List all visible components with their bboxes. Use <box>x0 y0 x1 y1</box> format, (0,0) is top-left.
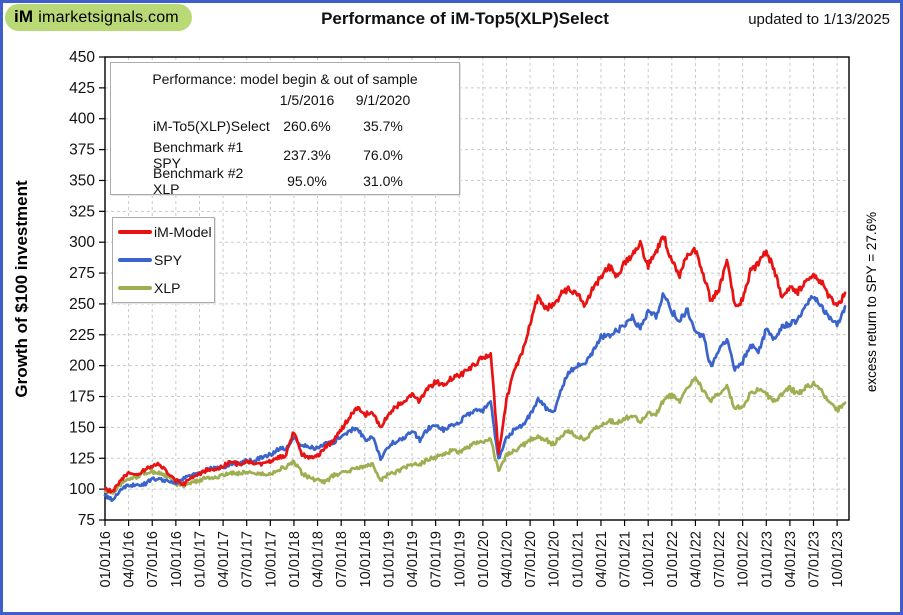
y-tick-label: 75 <box>78 512 95 529</box>
x-tick-label: 04/01/18 <box>311 531 327 587</box>
legend-item-xlp: XLP <box>113 274 214 302</box>
imarketsignals-logo: iM imarketsignals.com <box>5 4 192 31</box>
x-tick-label: 01/01/18 <box>287 531 303 587</box>
y-tick-label: 125 <box>69 450 95 467</box>
x-tick-label: 01/01/21 <box>570 531 586 587</box>
x-tick-label: 07/01/19 <box>429 531 445 587</box>
logo-domain-text: imarketsignals.com <box>38 9 179 26</box>
x-tick-label: 04/01/20 <box>499 531 515 587</box>
x-tick-label: 04/01/19 <box>405 531 421 587</box>
y-axis-title: Growth of $100 investment <box>12 180 31 398</box>
x-tick-label: 07/01/21 <box>618 531 634 587</box>
series-line-iM-Model <box>103 235 847 494</box>
table-row: iM-To5(XLP)Select 260.6% 35.7% <box>111 113 459 139</box>
column-date-begin: 1/5/2016 <box>279 92 335 108</box>
x-tick-label: 07/01/22 <box>712 531 728 587</box>
x-tick-label: 10/01/22 <box>736 531 752 587</box>
legend-label: SPY <box>154 252 183 268</box>
row-model-name: iM-To5(XLP)Select <box>153 118 270 134</box>
y-tick-label: 300 <box>69 234 95 251</box>
x-tick-label: 10/01/19 <box>452 531 468 587</box>
row-spy-begin: 237.3% <box>283 147 331 163</box>
x-tick-label: 07/01/18 <box>334 531 350 587</box>
row-xlp-oos: 31.0% <box>363 173 403 189</box>
legend-label: iM-Model <box>154 224 212 240</box>
x-tick-label: 01/01/16 <box>98 531 114 587</box>
x-tick-label: 04/01/23 <box>783 531 799 587</box>
legend-item-spy: SPY <box>113 246 214 274</box>
row-spy-name: Benchmark #1 SPY <box>153 139 244 171</box>
x-tick-label: 04/01/22 <box>688 531 704 587</box>
excess-return-label: excess return to SPY = 27.6% <box>864 212 879 392</box>
x-tick-label: 01/01/20 <box>476 531 492 587</box>
y-tick-label: 350 <box>69 172 95 189</box>
y-tick-label: 225 <box>69 327 95 344</box>
plot-border <box>104 56 850 521</box>
x-tick-label: 04/01/17 <box>216 531 232 587</box>
y-tick-label: 400 <box>69 111 95 128</box>
x-tick-label: 10/01/20 <box>547 531 563 587</box>
legend-label: XLP <box>154 280 181 296</box>
series-line-XLP <box>103 376 847 495</box>
im-model-line-swatch <box>118 230 152 234</box>
row-model-begin: 260.6% <box>283 118 331 134</box>
y-tick-label: 450 <box>69 49 95 66</box>
row-spy-oos: 76.0% <box>363 147 403 163</box>
x-tick-label: 10/01/21 <box>641 531 657 587</box>
xlp-line-swatch <box>118 286 152 290</box>
y-tick-label: 275 <box>69 265 95 282</box>
x-tick-label: 10/01/16 <box>169 531 185 587</box>
y-tick-label: 100 <box>69 481 95 498</box>
column-date-oos: 9/1/2020 <box>355 92 411 108</box>
table-row: Benchmark #2 XLP 95.0% 31.0% <box>111 165 459 197</box>
chart-legend: iM-Model SPY XLP <box>112 217 215 303</box>
x-tick-label: 07/01/23 <box>807 531 823 587</box>
table-header-row: 1/5/2016 9/1/2020 <box>111 87 459 113</box>
table-row: Benchmark #1 SPY 237.3% 76.0% <box>111 139 459 171</box>
x-tick-label: 10/01/17 <box>263 531 279 587</box>
legend-item-im-model: iM-Model <box>113 218 214 246</box>
y-tick-label: 425 <box>69 80 95 97</box>
y-tick-label: 250 <box>69 296 95 313</box>
x-tick-label: 07/01/16 <box>145 531 161 587</box>
chart-title: Performance of iM-Top5(XLP)Select <box>321 9 609 28</box>
performance-table: Performance: model begin & out of sample… <box>110 62 460 197</box>
x-tick-label: 10/01/23 <box>830 531 846 587</box>
x-tick-label: 10/01/18 <box>358 531 374 587</box>
x-tick-label: 01/01/17 <box>192 531 208 587</box>
row-model-oos: 35.7% <box>363 118 403 134</box>
row-xlp-name: Benchmark #2 XLP <box>153 165 244 197</box>
plot-area: 75 100 125 150 175 200 225 250 275 300 325 350 375 40… <box>69 49 850 587</box>
x-tick-label: 04/01/16 <box>122 531 138 587</box>
x-tick-label: 07/01/20 <box>523 531 539 587</box>
updated-date-label: updated to 1/13/2025 <box>748 11 890 28</box>
y-tick-label: 200 <box>69 358 95 375</box>
spy-line-swatch <box>118 258 152 262</box>
performance-table-title: Performance: model begin & out of sample <box>152 71 418 87</box>
x-tick-label: 01/01/23 <box>759 531 775 587</box>
x-tick-label: 01/01/19 <box>381 531 397 587</box>
x-tick-label: 01/01/22 <box>665 531 681 587</box>
y-tick-label: 175 <box>69 389 95 406</box>
y-tick-label: 150 <box>69 419 95 436</box>
x-tick-label: 07/01/17 <box>240 531 256 587</box>
x-tick-label: 04/01/21 <box>594 531 610 587</box>
y-tick-label: 325 <box>69 203 95 220</box>
logo-im-mark: iM <box>14 7 34 26</box>
row-xlp-begin: 95.0% <box>287 173 327 189</box>
y-tick-label: 375 <box>69 142 95 159</box>
